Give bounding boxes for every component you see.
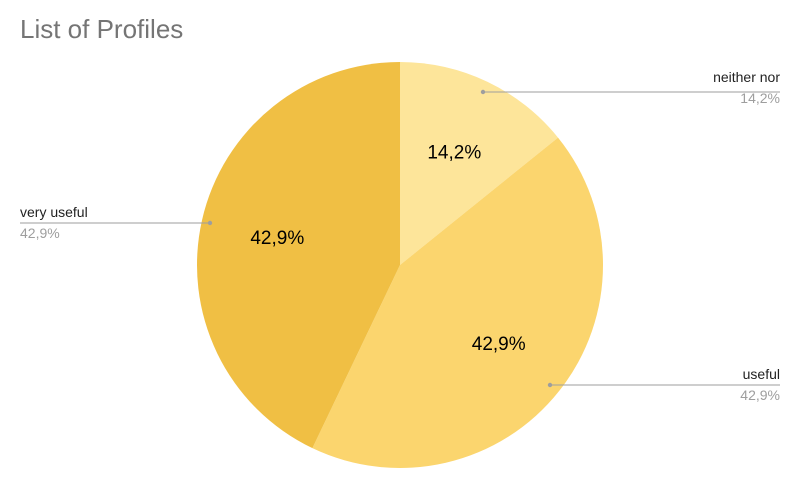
callout-label: useful bbox=[743, 366, 780, 382]
chart-title: List of Profiles bbox=[20, 14, 184, 44]
pie-slice-useful bbox=[312, 137, 604, 468]
leader-dot bbox=[480, 89, 486, 95]
pie-slice-neither-nor bbox=[400, 61, 559, 265]
callout-value: 14,2% bbox=[740, 90, 780, 106]
callout-value: 42,9% bbox=[740, 387, 780, 403]
pie-slice-very-useful bbox=[197, 62, 400, 449]
callout-value: 42,9% bbox=[20, 225, 60, 241]
leader-dot bbox=[207, 220, 213, 226]
slice-percent-label: 14,2% bbox=[427, 143, 481, 164]
slice-percent-label: 42,9% bbox=[472, 334, 526, 355]
callout-label: very useful bbox=[20, 204, 88, 220]
slice-percent-label: 42,9% bbox=[250, 228, 304, 249]
leader-dot bbox=[547, 382, 553, 388]
callout-label: neither nor bbox=[713, 69, 780, 85]
